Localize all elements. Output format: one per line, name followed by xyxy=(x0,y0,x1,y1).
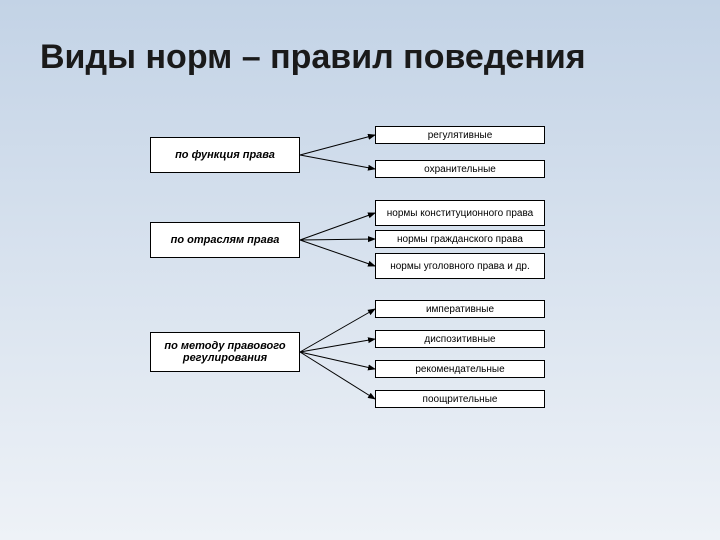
item-box: охранительные xyxy=(375,160,545,178)
category-box: по отраслям права xyxy=(150,222,300,258)
slide-background xyxy=(0,0,720,540)
category-box: по методу правового регулирования xyxy=(150,332,300,372)
item-box: нормы конституционного права xyxy=(375,200,545,226)
category-box: по функция права xyxy=(150,137,300,173)
item-box: нормы уголовного права и др. xyxy=(375,253,545,279)
slide-title: Виды норм – правил поведения xyxy=(40,38,586,77)
item-box: императивные xyxy=(375,300,545,318)
item-box: регулятивные xyxy=(375,126,545,144)
item-box: поощрительные xyxy=(375,390,545,408)
item-box: рекомендательные xyxy=(375,360,545,378)
item-box: нормы гражданского права xyxy=(375,230,545,248)
item-box: диспозитивные xyxy=(375,330,545,348)
